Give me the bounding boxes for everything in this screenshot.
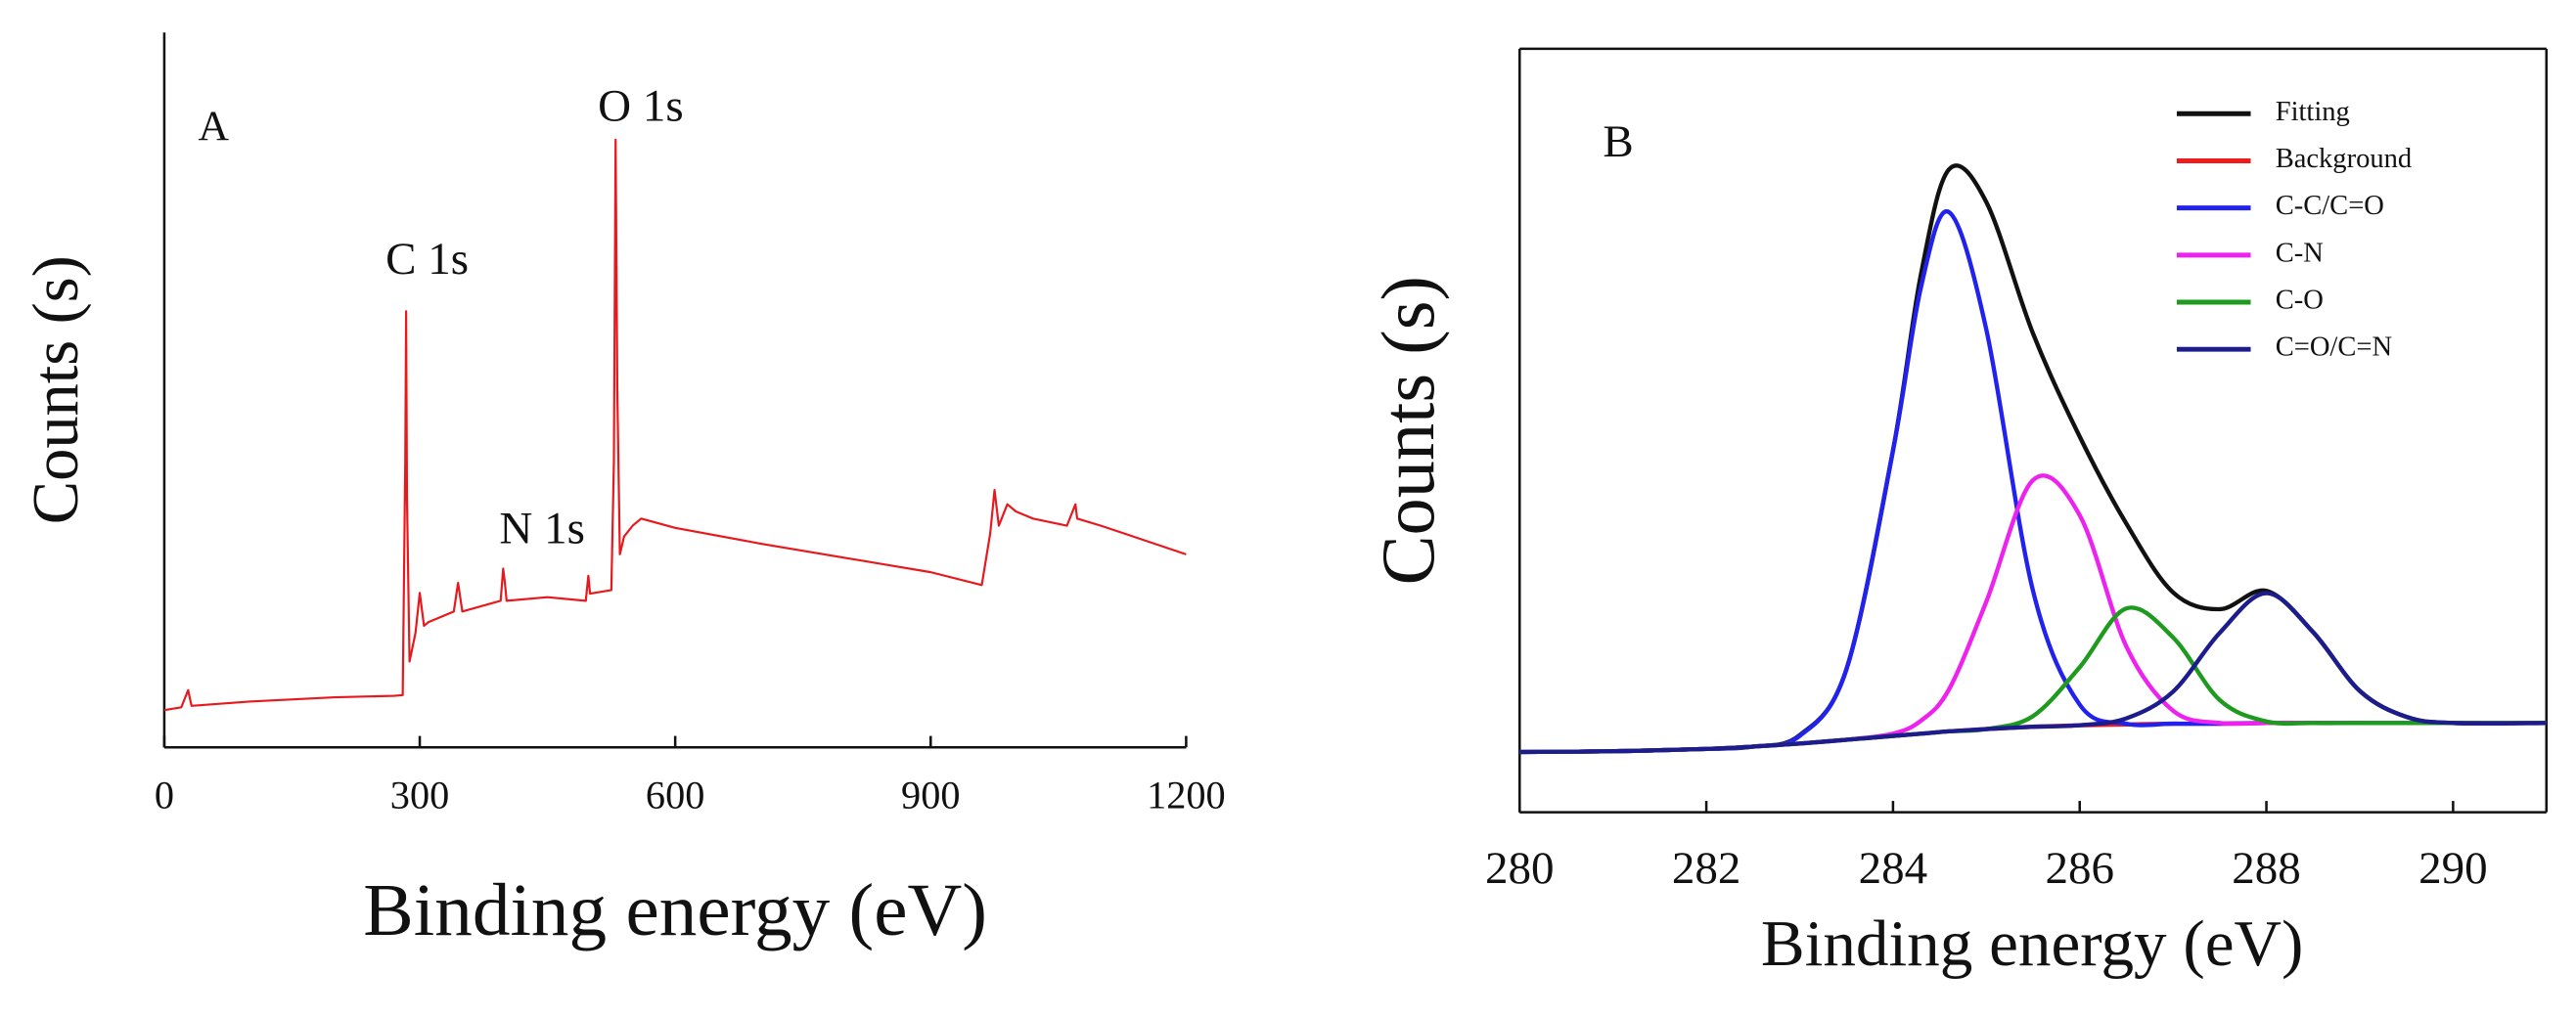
legend-label: C-C/C=O <box>2276 191 2384 221</box>
x-tick-label: 282 <box>1672 843 1740 894</box>
annotation: N 1s <box>499 504 584 554</box>
series-line <box>1519 591 2547 755</box>
x-axis-label: Binding energy (eV) <box>1761 907 2304 980</box>
x-tick-label: 300 <box>390 774 449 818</box>
series-line <box>1519 605 2547 755</box>
y-axis-label: Counts (s) <box>20 255 92 524</box>
legend-label: C-N <box>2276 238 2324 268</box>
series-line <box>163 138 1187 712</box>
x-tick-label: 1200 <box>1147 774 1226 818</box>
y-axis-label: Counts (s) <box>1367 276 1450 585</box>
annotation: A <box>199 103 230 150</box>
x-tick-label: 286 <box>2045 843 2113 894</box>
x-tick-label: 288 <box>2232 843 2300 894</box>
x-tick-label: 280 <box>1485 843 1554 894</box>
annotation: O 1s <box>598 81 683 132</box>
series-line <box>1519 163 2547 755</box>
x-tick-label: 600 <box>646 774 704 818</box>
legend-label: Fitting <box>2276 97 2350 127</box>
annotation: B <box>1603 116 1633 167</box>
x-tick-label: 290 <box>2418 843 2487 894</box>
x-tick-label: 0 <box>155 774 174 818</box>
legend-label: C=O/C=N <box>2276 332 2392 363</box>
x-tick-label: 900 <box>901 774 960 818</box>
legend-label: C-O <box>2276 286 2324 316</box>
annotation: C 1s <box>385 234 469 285</box>
x-axis-label: Binding energy (eV) <box>363 869 987 952</box>
legend-label: Background <box>2276 144 2412 174</box>
x-tick-label: 284 <box>1859 843 1927 894</box>
